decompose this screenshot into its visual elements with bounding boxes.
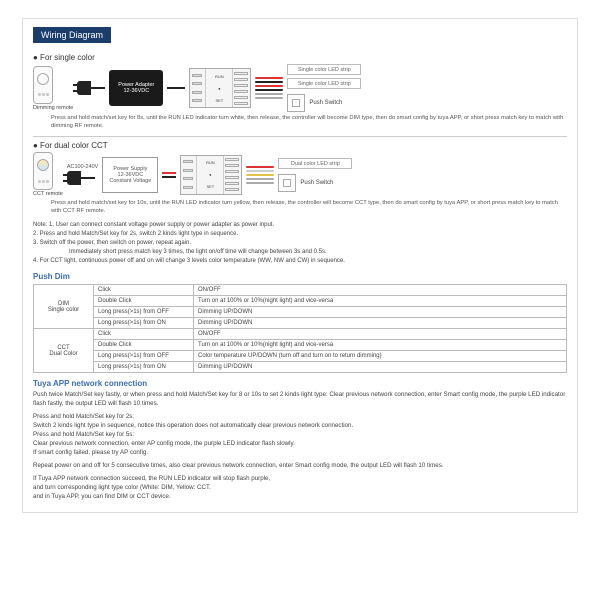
- psu-line3: Constant Voltage: [109, 178, 151, 184]
- cct-remote-label: CCT remote: [33, 191, 63, 197]
- note-3b: Immediately short press match key 3 time…: [69, 248, 567, 257]
- push-switch-icon-2: [278, 174, 296, 192]
- notes-block: Note: 1. User can connect constant volta…: [33, 221, 567, 266]
- outputs-2: Dual color LED strip Push Switch: [278, 158, 352, 192]
- single-note: Press and hold match/set key for 8s, unt…: [51, 114, 567, 130]
- push-switch-icon: [287, 94, 305, 112]
- ac-plug-col: AC100-240V: [67, 164, 99, 185]
- output-wires: [255, 77, 283, 99]
- power-adapter: Power Adapter 12-36VDC: [109, 70, 163, 106]
- tuya-body: Push twice Match/Set key fastly, or when…: [33, 391, 567, 502]
- tuya-p2e: If smart config failed, please try AP co…: [33, 449, 148, 456]
- ac-label: AC100-240V: [67, 164, 99, 170]
- wiring-title: Wiring Diagram: [33, 27, 111, 43]
- led-strip-2: Single color LED strip: [287, 78, 361, 89]
- document-frame: Wiring Diagram ● For single color Dimmin…: [22, 18, 578, 513]
- dimming-remote-label: Dimming remote: [33, 105, 73, 111]
- tuya-p4c: and in Tuya APP, you can find DIM or CCT…: [33, 493, 171, 500]
- note-2: 2. Press and hold Match/Set key for 2s, …: [59, 230, 567, 239]
- plug-icon: [77, 81, 105, 95]
- dial-icon: [37, 159, 49, 171]
- led-strip-1: Single color LED strip: [287, 64, 361, 75]
- note-1: 1. User can connect constant voltage pow…: [49, 222, 274, 228]
- single-diagram: Dimming remote Power Adapter 12-36VDC RU…: [33, 64, 567, 112]
- dual-bullet: ● For dual color CCT: [33, 141, 567, 150]
- dc-wires: [162, 172, 176, 178]
- tuya-p2b: Switch 2 kinds light type in sequence, n…: [33, 422, 353, 429]
- controller: RUN●SET: [189, 68, 251, 108]
- output-wires-2: [246, 166, 274, 184]
- note-3: 3. Switch off the power, then switch on …: [59, 239, 567, 248]
- pd-c: Click: [94, 285, 194, 296]
- tuya-p4a: If Tuya APP network connection succeed, …: [33, 475, 270, 482]
- single-bullet: ● For single color: [33, 53, 567, 62]
- dual-led-strip: Dual color LED strip: [278, 158, 352, 169]
- dual-diagram: CCT remote AC100-240V Power Supply 12-36…: [33, 152, 567, 197]
- tuya-title: Tuya APP network connection: [33, 379, 567, 388]
- power-supply: Power Supply 12-36VDC Constant Voltage: [102, 157, 158, 193]
- adapter-line2: 12-36VDC: [124, 88, 150, 94]
- pushdim-table: DIMSingle color Click ON/OFF Double Clic…: [33, 284, 567, 373]
- cct-remote: [33, 152, 53, 190]
- pd-head-cct: CCTDual Color: [34, 329, 94, 373]
- tuya-p3: Repeat power on and off for 5 consecutiv…: [33, 462, 567, 471]
- dimming-remote: [33, 66, 53, 104]
- tuya-p4b: and turn corresponding light type color …: [33, 484, 211, 491]
- dual-note: Press and hold match/set key for 10s, un…: [51, 199, 567, 215]
- pushdim-title: Push Dim: [33, 272, 567, 281]
- tuya-p1: Push twice Match/Set key fastly, or when…: [33, 391, 567, 409]
- tuya-p2a: Press and hold Match/Set key for 2s:: [33, 413, 134, 420]
- notes-prefix: Note:: [33, 222, 47, 228]
- tuya-p2c: Press and hold Match/Set key for 5s:: [33, 431, 134, 438]
- dial-icon: [37, 73, 49, 85]
- dc-wire: [167, 87, 185, 89]
- push-switch-label-2: Push Switch: [300, 180, 333, 186]
- outputs: Single color LED strip Single color LED …: [287, 64, 361, 112]
- note-4: 4. For CCT light, continuous power off a…: [59, 257, 567, 266]
- cct-remote-col: CCT remote: [33, 152, 63, 197]
- pd-head-dim: DIMSingle color: [34, 285, 94, 329]
- tuya-p2d: Clear previous network connection, enter…: [33, 440, 295, 447]
- remote-buttons: [38, 93, 49, 96]
- push-switch-label: Push Switch: [309, 100, 342, 106]
- divider: [33, 136, 567, 137]
- controller-2: RUN●SET: [180, 155, 242, 195]
- dimming-remote-col: Dimming remote: [33, 66, 73, 111]
- ac-plug-icon: [67, 171, 99, 185]
- pd-c: ON/OFF: [194, 285, 567, 296]
